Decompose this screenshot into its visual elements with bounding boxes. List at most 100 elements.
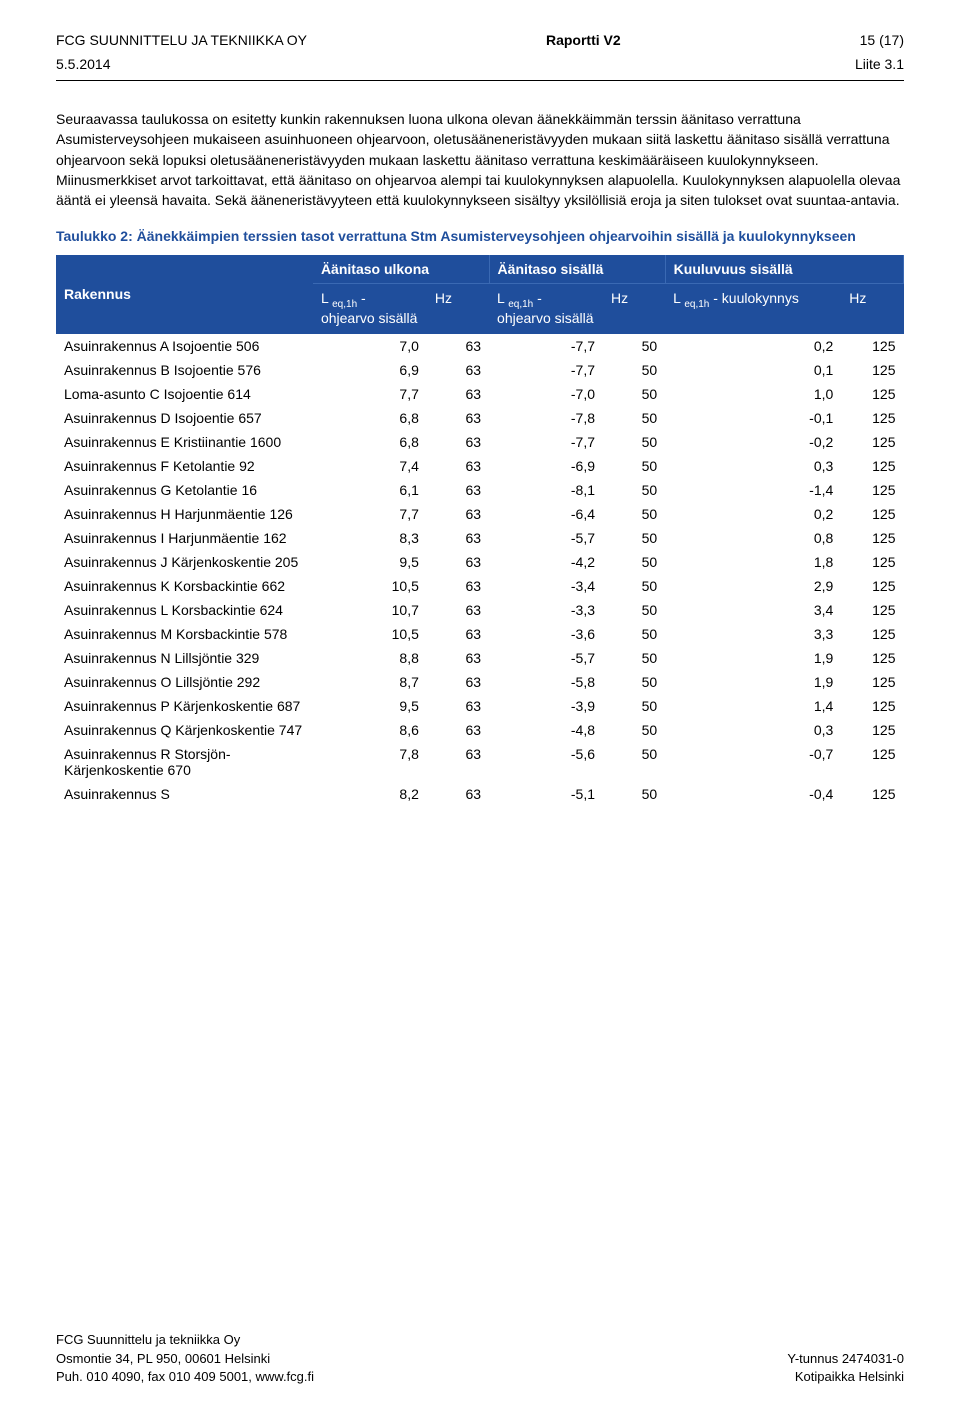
cell-sisalla: -5,7 bbox=[489, 646, 603, 670]
table-row: Asuinrakennus N Lillsjöntie 3298,863-5,7… bbox=[56, 646, 904, 670]
cell-kuuluvuus-hz: 125 bbox=[841, 646, 903, 670]
footer-address: Osmontie 34, PL 950, 00601 Helsinki bbox=[56, 1350, 314, 1368]
cell-ulkona: 8,3 bbox=[313, 526, 427, 550]
cell-name: Asuinrakennus I Harjunmäentie 162 bbox=[56, 526, 313, 550]
cell-ulkona-hz: 63 bbox=[427, 550, 489, 574]
table-row: Asuinrakennus L Korsbackintie 62410,763-… bbox=[56, 598, 904, 622]
col-group-kuuluvuus: Kuuluvuus sisällä bbox=[665, 255, 903, 284]
cell-ulkona-hz: 63 bbox=[427, 526, 489, 550]
table-row: Asuinrakennus F Ketolantie 927,463-6,950… bbox=[56, 454, 904, 478]
cell-kuuluvuus: 1,9 bbox=[665, 670, 841, 694]
cell-name: Asuinrakennus E Kristiinantie 1600 bbox=[56, 430, 313, 454]
cell-sisalla: -4,8 bbox=[489, 718, 603, 742]
cell-sisalla: -3,4 bbox=[489, 574, 603, 598]
cell-sisalla-hz: 50 bbox=[603, 694, 665, 718]
header-page: 15 (17) bbox=[860, 32, 904, 48]
col-sisalla-l: L eq,1h - ohjearvo sisällä bbox=[489, 283, 603, 333]
cell-sisalla-hz: 50 bbox=[603, 430, 665, 454]
cell-ulkona: 8,7 bbox=[313, 670, 427, 694]
cell-sisalla-hz: 50 bbox=[603, 718, 665, 742]
cell-sisalla-hz: 50 bbox=[603, 406, 665, 430]
cell-kuuluvuus-hz: 125 bbox=[841, 598, 903, 622]
table-row: Asuinrakennus E Kristiinantie 16006,863-… bbox=[56, 430, 904, 454]
table-row: Asuinrakennus Q Kärjenkoskentie 7478,663… bbox=[56, 718, 904, 742]
cell-ulkona-hz: 63 bbox=[427, 742, 489, 782]
cell-kuuluvuus-hz: 125 bbox=[841, 382, 903, 406]
cell-ulkona-hz: 63 bbox=[427, 670, 489, 694]
cell-sisalla-hz: 50 bbox=[603, 334, 665, 358]
cell-kuuluvuus: 3,4 bbox=[665, 598, 841, 622]
data-table: Rakennus Äänitaso ulkona Äänitaso sisäll… bbox=[56, 255, 904, 806]
cell-ulkona-hz: 63 bbox=[427, 598, 489, 622]
cell-kuuluvuus-hz: 125 bbox=[841, 550, 903, 574]
cell-kuuluvuus-hz: 125 bbox=[841, 454, 903, 478]
col-ulkona-l: L eq,1h - ohjearvo sisällä bbox=[313, 283, 427, 333]
cell-ulkona: 6,1 bbox=[313, 478, 427, 502]
cell-kuuluvuus: -1,4 bbox=[665, 478, 841, 502]
cell-sisalla-hz: 50 bbox=[603, 598, 665, 622]
cell-kuuluvuus: 1,9 bbox=[665, 646, 841, 670]
cell-name: Asuinrakennus M Korsbackintie 578 bbox=[56, 622, 313, 646]
cell-kuuluvuus: -0,1 bbox=[665, 406, 841, 430]
cell-ulkona-hz: 63 bbox=[427, 382, 489, 406]
cell-name: Asuinrakennus K Korsbackintie 662 bbox=[56, 574, 313, 598]
cell-sisalla-hz: 50 bbox=[603, 550, 665, 574]
col-kuuluvuus-hz: Hz bbox=[841, 283, 903, 333]
cell-sisalla-hz: 50 bbox=[603, 526, 665, 550]
cell-kuuluvuus-hz: 125 bbox=[841, 694, 903, 718]
cell-ulkona: 10,5 bbox=[313, 574, 427, 598]
col-sisalla-hz: Hz bbox=[603, 283, 665, 333]
table-row: Asuinrakennus O Lillsjöntie 2928,763-5,8… bbox=[56, 670, 904, 694]
table-row: Asuinrakennus J Kärjenkoskentie 2059,563… bbox=[56, 550, 904, 574]
cell-kuuluvuus-hz: 125 bbox=[841, 526, 903, 550]
cell-name: Loma-asunto C Isojoentie 614 bbox=[56, 382, 313, 406]
cell-kuuluvuus-hz: 125 bbox=[841, 742, 903, 782]
header-rule bbox=[56, 80, 904, 81]
col-group-sisalla: Äänitaso sisällä bbox=[489, 255, 665, 284]
cell-ulkona: 7,0 bbox=[313, 334, 427, 358]
header-company: FCG SUUNNITTELU JA TEKNIIKKA OY bbox=[56, 32, 307, 48]
cell-sisalla: -5,8 bbox=[489, 670, 603, 694]
cell-kuuluvuus: -0,2 bbox=[665, 430, 841, 454]
cell-kuuluvuus: 2,9 bbox=[665, 574, 841, 598]
cell-kuuluvuus: 1,8 bbox=[665, 550, 841, 574]
table-row: Asuinrakennus G Ketolantie 166,163-8,150… bbox=[56, 478, 904, 502]
cell-kuuluvuus-hz: 125 bbox=[841, 622, 903, 646]
col-kuuluvuus-l: L eq,1h - kuulokynnys bbox=[665, 283, 841, 333]
cell-ulkona-hz: 63 bbox=[427, 334, 489, 358]
cell-ulkona: 9,5 bbox=[313, 694, 427, 718]
cell-kuuluvuus: 1,0 bbox=[665, 382, 841, 406]
cell-ulkona: 9,5 bbox=[313, 550, 427, 574]
cell-ulkona: 8,6 bbox=[313, 718, 427, 742]
cell-ulkona-hz: 63 bbox=[427, 694, 489, 718]
cell-ulkona: 6,8 bbox=[313, 406, 427, 430]
cell-kuuluvuus: 0,2 bbox=[665, 502, 841, 526]
table-caption: Taulukko 2: Äänekkäimpien terssien tasot… bbox=[56, 226, 904, 246]
cell-kuuluvuus-hz: 125 bbox=[841, 358, 903, 382]
cell-ulkona: 7,7 bbox=[313, 382, 427, 406]
cell-ulkona: 8,2 bbox=[313, 782, 427, 806]
table-row: Asuinrakennus I Harjunmäentie 1628,363-5… bbox=[56, 526, 904, 550]
cell-ulkona: 10,5 bbox=[313, 622, 427, 646]
cell-name: Asuinrakennus J Kärjenkoskentie 205 bbox=[56, 550, 313, 574]
cell-name: Asuinrakennus Q Kärjenkoskentie 747 bbox=[56, 718, 313, 742]
table-row: Asuinrakennus R Storsjön-Kärjenkoskentie… bbox=[56, 742, 904, 782]
cell-sisalla: -7,7 bbox=[489, 430, 603, 454]
cell-sisalla-hz: 50 bbox=[603, 478, 665, 502]
cell-ulkona: 7,7 bbox=[313, 502, 427, 526]
cell-sisalla: -5,7 bbox=[489, 526, 603, 550]
cell-ulkona-hz: 63 bbox=[427, 454, 489, 478]
cell-name: Asuinrakennus A Isojoentie 506 bbox=[56, 334, 313, 358]
col-rakennus: Rakennus bbox=[56, 255, 313, 334]
cell-kuuluvuus-hz: 125 bbox=[841, 334, 903, 358]
table-row: Asuinrakennus A Isojoentie 5067,063-7,75… bbox=[56, 334, 904, 358]
table-row: Asuinrakennus P Kärjenkoskentie 6879,563… bbox=[56, 694, 904, 718]
cell-name: Asuinrakennus P Kärjenkoskentie 687 bbox=[56, 694, 313, 718]
header-date: 5.5.2014 bbox=[56, 56, 111, 72]
header-attachment: Liite 3.1 bbox=[855, 56, 904, 72]
col-group-ulkona: Äänitaso ulkona bbox=[313, 255, 489, 284]
cell-sisalla-hz: 50 bbox=[603, 782, 665, 806]
cell-name: Asuinrakennus R Storsjön-Kärjenkoskentie… bbox=[56, 742, 313, 782]
cell-name: Asuinrakennus H Harjunmäentie 126 bbox=[56, 502, 313, 526]
cell-kuuluvuus-hz: 125 bbox=[841, 718, 903, 742]
